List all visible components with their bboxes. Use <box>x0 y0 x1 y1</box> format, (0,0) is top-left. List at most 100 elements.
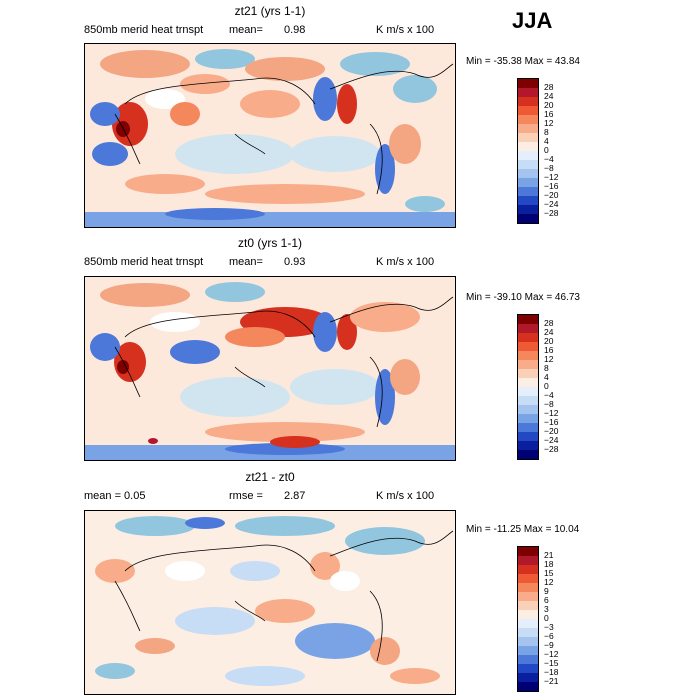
colorbar-tick-label: 16 <box>544 345 554 355</box>
colorbar-swatch <box>518 324 538 333</box>
colorbar-swatch <box>518 673 538 682</box>
panel-1-map-field <box>85 44 455 227</box>
colorbar-tick-label: −20 <box>544 426 559 436</box>
colorbar-swatch <box>518 628 538 637</box>
colorbar-swatch <box>518 610 538 619</box>
colorbar-tick-label: −8 <box>544 399 554 409</box>
panel-1-units: K m/s x 100 <box>376 24 435 36</box>
colorbar-tick-label: 18 <box>544 559 554 569</box>
colorbar-tick-label: −24 <box>544 435 559 445</box>
colorbar-tick-label: −15 <box>544 658 559 668</box>
colorbar-tick-label: −20 <box>544 190 559 200</box>
colorbar-swatch <box>518 646 538 655</box>
colorbar-swatch <box>518 441 538 450</box>
colorbar-tick-label: −12 <box>544 172 559 182</box>
colorbar-tick-label: −16 <box>544 417 559 427</box>
colorbar-tick-label: 16 <box>544 109 554 119</box>
colorbar-tick-label: 21 <box>544 550 554 560</box>
colorbar-swatch <box>518 369 538 378</box>
colorbar-swatch <box>518 214 538 223</box>
colorbar-swatch <box>518 423 538 432</box>
colorbar-swatch <box>518 360 538 369</box>
colorbar-swatch <box>518 396 538 405</box>
panel-3-map <box>84 510 456 695</box>
panel-2-mean-value: 0.93 <box>284 256 306 268</box>
colorbar-tick-label: −28 <box>544 208 559 218</box>
panel-3-units: K m/s x 100 <box>376 490 435 502</box>
colorbar-tick-label: −12 <box>544 408 559 418</box>
colorbar-swatch <box>518 547 538 556</box>
colorbar-tick-label: −24 <box>544 199 559 209</box>
colorbar-swatch <box>518 655 538 664</box>
colorbar-tick-label: 15 <box>544 568 554 578</box>
colorbar-swatch <box>518 97 538 106</box>
colorbar-tick-label: 28 <box>544 318 554 328</box>
colorbar-swatch <box>518 196 538 205</box>
panel-3-map-field <box>85 511 455 694</box>
colorbar-tick-label: 9 <box>544 586 549 596</box>
colorbar-swatch <box>518 79 538 88</box>
colorbar-swatch <box>518 342 538 351</box>
colorbar-swatch <box>518 450 538 459</box>
panel-3-mean: mean = 0.05 <box>84 490 146 502</box>
colorbar-tick-label: 12 <box>544 118 554 128</box>
panel-1-mean-value: 0.98 <box>284 24 306 36</box>
colorbar-swatch <box>518 414 538 423</box>
colorbar-tick-label: 12 <box>544 354 554 364</box>
panel-3-rmse-value: 2.87 <box>284 490 306 502</box>
colorbar-swatch <box>518 178 538 187</box>
colorbar-tick-label: −4 <box>544 390 554 400</box>
colorbar-swatch <box>518 333 538 342</box>
colorbar-tick-label: 6 <box>544 595 549 605</box>
panel-2-map-field <box>85 277 455 460</box>
colorbar-tick-label: 24 <box>544 327 554 337</box>
colorbar-swatch <box>518 664 538 673</box>
colorbar-tick-label: −9 <box>544 640 554 650</box>
colorbar-swatch <box>518 583 538 592</box>
colorbar-swatch <box>518 601 538 610</box>
colorbar-tick-label: 0 <box>544 381 549 391</box>
colorbar-swatch <box>518 142 538 151</box>
colorbar-swatch <box>518 151 538 160</box>
colorbar-tick-label: 20 <box>544 336 554 346</box>
colorbar-swatch <box>518 565 538 574</box>
panel-2-minmax: Min = -39.10 Max = 46.73 <box>466 292 580 303</box>
panel-2-variable: 850mb merid heat trnspt <box>84 256 204 268</box>
colorbar-tick-label: −6 <box>544 631 554 641</box>
colorbar-tick-label: 20 <box>544 100 554 110</box>
colorbar-swatch <box>518 160 538 169</box>
colorbar-tick-label: −12 <box>544 649 559 659</box>
colorbar-tick-label: 0 <box>544 145 549 155</box>
colorbar-tick-label: 28 <box>544 82 554 92</box>
colorbar-swatch <box>518 432 538 441</box>
colorbar-tick-label: −21 <box>544 676 559 686</box>
panel-2-mean-label: mean= <box>229 256 263 268</box>
colorbar-tick-label: 4 <box>544 372 549 382</box>
colorbar-tick-label: −8 <box>544 163 554 173</box>
colorbar-swatch <box>518 169 538 178</box>
colorbar-tick-label: 8 <box>544 127 549 137</box>
colorbar-swatch <box>518 682 538 691</box>
colorbar-swatch <box>518 205 538 214</box>
colorbar-swatch <box>518 106 538 115</box>
panel-1-map <box>84 43 456 228</box>
season-label: JJA <box>512 8 553 33</box>
colorbar-swatch <box>518 124 538 133</box>
colorbar-tick-label: −18 <box>544 667 559 677</box>
colorbar-swatch <box>518 619 538 628</box>
panel-2-units: K m/s x 100 <box>376 256 435 268</box>
colorbar-tick-label: 4 <box>544 136 549 146</box>
colorbar-tick-label: 24 <box>544 91 554 101</box>
colorbar-swatch <box>518 88 538 97</box>
panel-1-mean-label: mean= <box>229 24 263 36</box>
colorbar-swatch <box>518 351 538 360</box>
colorbar-tick-label: 3 <box>544 604 549 614</box>
panel-3-title: zt21 - zt0 <box>245 470 295 484</box>
colorbar-tick-label: −3 <box>544 622 554 632</box>
colorbar-swatch <box>518 405 538 414</box>
panel-1-title: zt21 (yrs 1-1) <box>234 4 306 18</box>
colorbar-swatch <box>518 378 538 387</box>
colorbar-swatch <box>518 556 538 565</box>
colorbar-tick-label: 8 <box>544 363 549 373</box>
colorbar-tick-label: −28 <box>544 444 559 454</box>
